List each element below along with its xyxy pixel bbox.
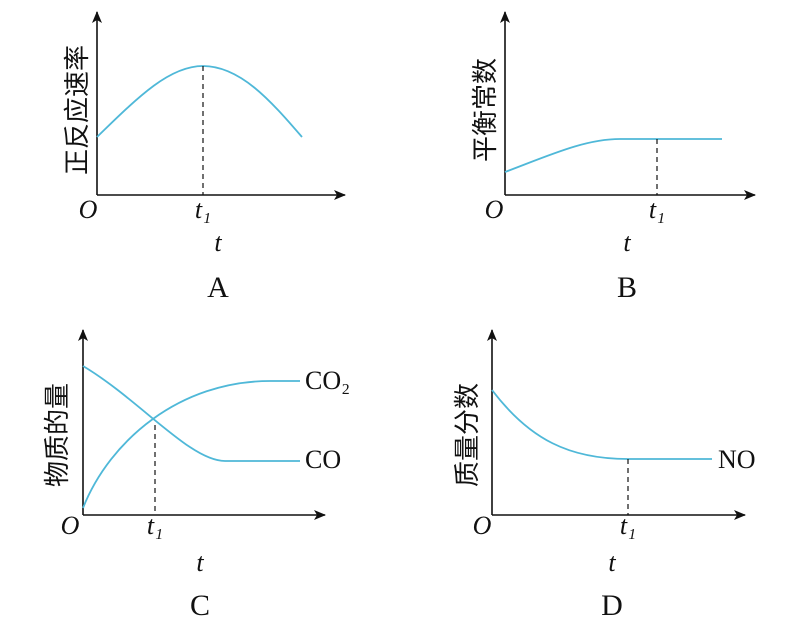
curve-co	[82, 365, 300, 462]
origin: O	[485, 195, 504, 224]
tick-label: t₁	[649, 195, 665, 224]
curve	[96, 65, 303, 138]
y-label: 正反应速率	[63, 45, 92, 175]
curve	[504, 138, 722, 173]
origin: O	[473, 511, 492, 540]
curve-label: CO₂	[305, 366, 350, 395]
panel-d: 质量分数 NO O t₁ t D	[453, 329, 756, 622]
panel-a: 正反应速率 O t₁ t A	[63, 11, 346, 304]
x-label: t	[623, 228, 631, 257]
caption: D	[601, 589, 623, 622]
curve-label: CO	[305, 445, 341, 474]
curve-co2	[82, 380, 300, 509]
curve	[491, 389, 712, 460]
y-label: 物质的量	[43, 383, 72, 487]
caption: B	[617, 271, 637, 304]
y-label: 质量分数	[453, 383, 482, 487]
tick-label: t₁	[620, 511, 636, 540]
x-label: t	[214, 228, 222, 257]
caption: C	[190, 589, 210, 622]
origin: O	[79, 195, 98, 224]
tick-label: t₁	[147, 511, 163, 540]
x-label: t	[608, 548, 616, 577]
curve-label: NO	[718, 445, 756, 474]
caption: A	[207, 271, 229, 304]
panel-c: 物质的量 CO₂ CO O t₁ t C	[43, 329, 350, 622]
panel-b: 平衡常数 O t₁ t B	[471, 11, 756, 304]
y-label: 平衡常数	[471, 58, 500, 162]
origin: O	[61, 511, 80, 540]
tick-label: t₁	[195, 195, 211, 224]
x-label: t	[196, 548, 204, 577]
